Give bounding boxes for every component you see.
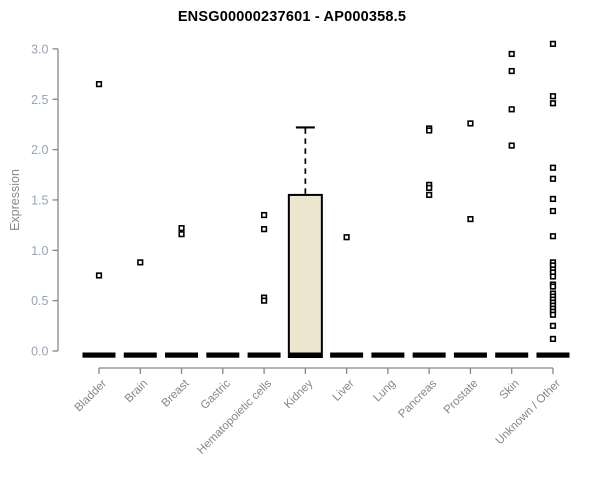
x-tick-label: Hematopoietic cells — [195, 377, 274, 456]
outlier-point — [95, 272, 103, 279]
outlier-point — [508, 50, 515, 58]
chart-title: ENSG00000237601 - AP000358.5 — [177, 9, 407, 25]
outlier-point — [508, 67, 515, 75]
outlier-point — [178, 231, 185, 238]
outlier-point — [549, 311, 557, 318]
outlier-point — [549, 233, 557, 240]
median-bar — [536, 352, 570, 358]
median-bar — [330, 352, 364, 358]
median-bar — [123, 352, 157, 358]
outlier-point — [178, 225, 185, 232]
outlier-point — [467, 215, 474, 223]
x-tick-label: Pancreas — [396, 377, 439, 420]
outlier-point — [549, 175, 557, 182]
outlier-point — [549, 195, 557, 203]
outlier-point — [549, 322, 557, 329]
x-tick-label: Breast — [160, 377, 193, 410]
x-tick-label: Prostate — [442, 378, 481, 417]
y-tick-label: 2.5 — [31, 93, 48, 107]
outlier-point — [260, 297, 268, 304]
y-tick-label: 1.5 — [31, 193, 48, 207]
outlier-point — [426, 127, 433, 134]
outlier-point — [549, 164, 557, 171]
x-tick-label: Lung — [371, 378, 398, 405]
median-bar — [371, 352, 405, 358]
outlier-point — [549, 93, 557, 100]
median-bar — [495, 352, 529, 358]
outlier-point — [137, 259, 144, 266]
y-tick-label: 2.0 — [31, 143, 48, 157]
median-bar — [247, 352, 281, 358]
outlier-point — [260, 226, 268, 233]
outlier-point — [549, 40, 557, 47]
median-bar — [165, 352, 199, 358]
outlier-point — [549, 283, 557, 290]
y-tick-label: 0.5 — [31, 294, 48, 308]
outlier-point — [549, 335, 557, 343]
median-bar — [412, 352, 446, 358]
outlier-point — [549, 273, 557, 280]
median-bar — [453, 352, 487, 358]
outlier-point — [95, 81, 103, 88]
outlier-point — [343, 234, 350, 241]
outlier-point — [508, 106, 515, 113]
median-bar — [288, 352, 322, 358]
outlier-point — [467, 120, 474, 127]
x-tick-label: Bladder — [73, 378, 110, 415]
y-tick-label: 3.0 — [31, 42, 48, 56]
outlier-point — [508, 142, 515, 149]
outlier-point — [426, 191, 433, 199]
x-tick-label: Liver — [331, 378, 357, 404]
outlier-point — [260, 211, 268, 219]
box — [287, 193, 323, 358]
outlier-point — [426, 184, 433, 191]
x-tick-label: Skin — [498, 378, 522, 402]
x-tick-label: Gastric — [199, 377, 233, 411]
x-tick-label: Brain — [123, 378, 150, 405]
x-tick-label: Kidney — [282, 377, 316, 411]
y-tick-label: 0.0 — [31, 345, 48, 359]
median-bar — [206, 352, 240, 358]
median-bar — [82, 352, 116, 358]
outlier-point — [549, 100, 557, 107]
outlier-point — [549, 207, 557, 215]
y-tick-label: 1.0 — [31, 244, 48, 258]
